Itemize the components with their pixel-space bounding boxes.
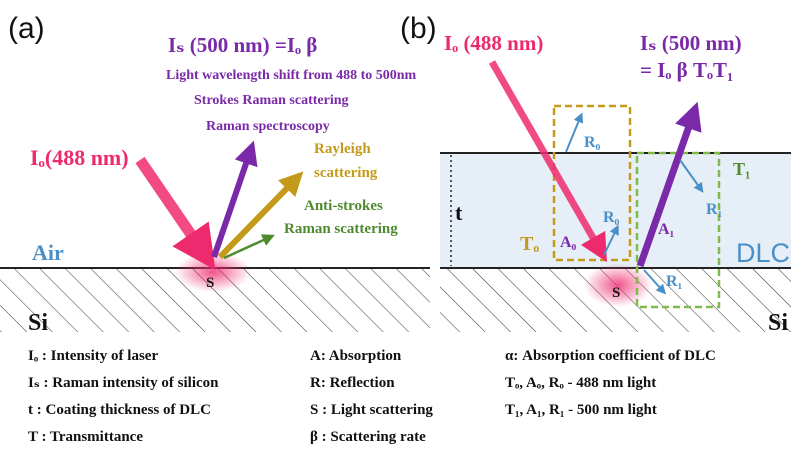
si-label: Si: [28, 310, 48, 336]
panel-label: (a): [8, 12, 45, 45]
note: Light wavelength shift from 488 to 500nm: [166, 68, 417, 83]
legend-item: T : Transmittance: [28, 429, 143, 445]
a0-label: A₀: [560, 234, 577, 251]
raman-formula: = Iₒ β TₒT₁: [640, 58, 733, 82]
legend-item: Iₒ : Intensity of laser: [28, 348, 158, 364]
t1-label: T₁: [733, 159, 750, 179]
a1-label: A₁: [658, 221, 675, 238]
legend-item: S : Light scattering: [310, 402, 433, 418]
panel-label: (b): [400, 12, 437, 45]
panel-a: (a) Iₛ (500 nm) =Iₒ β Light wavelength s…: [0, 12, 430, 336]
t0-label: Tₒ: [520, 233, 539, 255]
legend-item: t : Coating thickness of DLC: [28, 402, 211, 418]
r1-label: R₁: [666, 273, 683, 290]
r0-label: R₀: [603, 209, 620, 226]
legend-item: Tₒ, Aₒ, Rₒ - 488 nm light: [505, 375, 656, 391]
legend-item: T₁, A₁, R₁ - 500 nm light: [505, 402, 657, 418]
air-label: Air: [32, 240, 64, 265]
spot-label: S: [612, 285, 620, 301]
legend-item: Iₛ : Raman intensity of silicon: [28, 375, 219, 391]
spot-label: S: [206, 275, 214, 291]
legend: Iₒ : Intensity of laser Iₛ : Raman inten…: [28, 348, 716, 445]
raman-formula: Iₛ (500 nm) =Iₒ β: [168, 33, 317, 57]
dlc-label: DLC: [736, 238, 790, 268]
legend-item: β : Scattering rate: [310, 429, 426, 445]
thickness-label: t: [455, 200, 463, 225]
legend-item: α: Absorption coefficient of DLC: [505, 348, 716, 364]
legend-item: A: Absorption: [310, 348, 402, 364]
anti-stokes-label: Raman scattering: [284, 221, 398, 237]
r1-label: R₁: [706, 201, 723, 218]
si-label: Si: [768, 310, 788, 336]
rayleigh-label: Rayleigh: [314, 141, 371, 157]
note: Raman spectroscopy: [206, 119, 330, 134]
incident-arrow: [140, 160, 203, 252]
r0-label: R₀: [584, 134, 601, 151]
incident-label: Iₒ(488 nm): [30, 145, 129, 170]
raman-formula: Iₛ (500 nm): [640, 31, 742, 55]
anti-stokes-label: Anti-strokes: [304, 198, 383, 214]
panel-b: (b) Iₒ (488 nm) Iₛ (500 nm) = Iₒ β TₒT₁ …: [400, 12, 791, 336]
rayleigh-label: scattering: [314, 165, 378, 181]
note: Strokes Raman scattering: [194, 93, 349, 108]
diagram: (a) Iₛ (500 nm) =Iₒ β Light wavelength s…: [0, 0, 791, 455]
r0-arrow: [566, 118, 580, 152]
incident-label: Iₒ (488 nm): [444, 31, 543, 55]
legend-item: R: Reflection: [310, 375, 395, 391]
rayleigh-arrow: [220, 180, 295, 257]
